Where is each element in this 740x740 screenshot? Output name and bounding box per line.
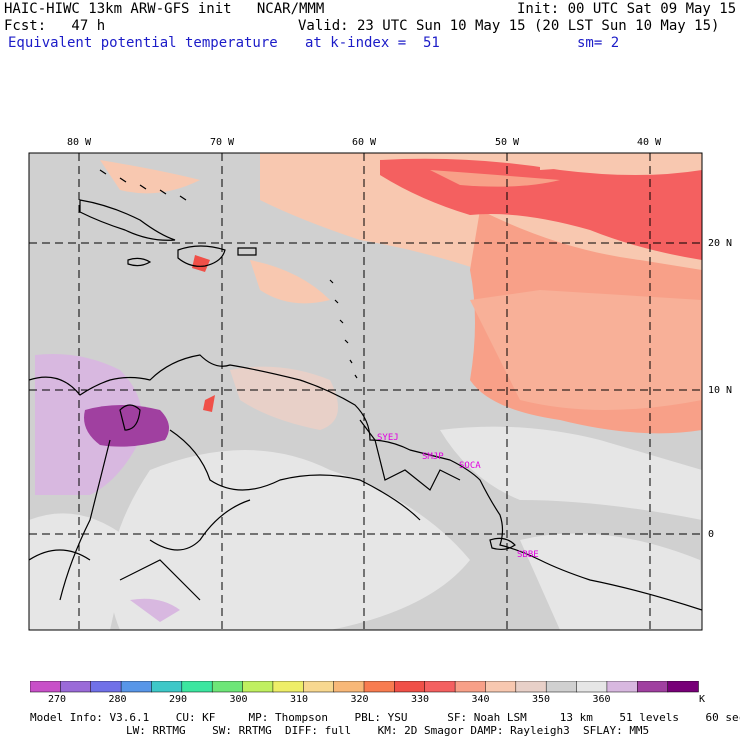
colorbar-label: 320 (350, 694, 369, 705)
colorbar-swatch (303, 681, 335, 693)
colorbar-swatch (90, 681, 122, 693)
colorbar-swatch (606, 681, 639, 693)
model-info-line2: LW: RRTMG SW: RRTMG DIFF: full KM: 2D Sm… (126, 724, 650, 737)
colorbar-swatch (272, 681, 305, 693)
lon-label-40w: 40 W (637, 137, 662, 148)
colorbar-label: 270 (48, 694, 67, 705)
colorbar-swatch (242, 681, 274, 693)
forecast-hour: Fcst: 47 h (4, 18, 106, 34)
smoothing: sm= 2 (577, 35, 620, 51)
colorbar-label: 310 (290, 694, 309, 705)
colorbar-unit: K (699, 694, 706, 705)
lat-label-20n: 20 N (708, 238, 733, 249)
model-title: HAIC-HIWC 13km ARW-GFS init NCAR/MMM (4, 1, 325, 17)
valid-time: Valid: 23 UTC Sun 10 May 15 (20 LST Sun … (298, 18, 720, 34)
map-frame (28, 152, 703, 631)
colorbar-swatch (515, 681, 547, 693)
colorbar-swatch (30, 681, 62, 693)
colorbar-swatch (576, 681, 608, 693)
colorbar-label: 350 (532, 694, 551, 705)
station-syej: SYEJ (377, 433, 399, 443)
colorbar-swatch (637, 681, 669, 693)
lat-lon-grid (29, 153, 702, 630)
lat-label-10n: 10 N (708, 385, 733, 396)
init-time: Init: 00 UTC Sat 09 May 15 (517, 1, 737, 17)
colorbar-label: 290 (169, 694, 188, 705)
colorbar-label: 300 (229, 694, 248, 705)
colorbar-swatch (120, 681, 153, 693)
lon-label-70w: 70 W (210, 137, 235, 148)
lon-label-80w: 80 W (67, 137, 92, 148)
colorbar-label: 340 (471, 694, 490, 705)
colorbar-swatch (485, 681, 517, 693)
colorbar-swatch (454, 681, 487, 693)
colorbar-swatch (394, 681, 426, 693)
purple-region (84, 405, 169, 447)
lon-label-50w: 50 W (495, 137, 520, 148)
lon-label-60w: 60 W (352, 137, 377, 148)
field-name: Equivalent potential temperature (8, 35, 278, 51)
colorbar-swatch (333, 681, 365, 693)
colorbar (30, 681, 699, 693)
station-soca: SOCA (459, 461, 481, 471)
colorbar-label: 360 (592, 694, 611, 705)
colorbar-swatch (363, 681, 396, 693)
model-info-line1: Model Info: V3.6.1 CU: KF MP: Thompson P… (30, 711, 740, 724)
station-sbbe: SBBE (517, 550, 539, 560)
colorbar-swatch (211, 681, 244, 693)
colorbar-swatch (151, 681, 183, 693)
colorbar-label: 280 (108, 694, 127, 705)
station-smjp: SMJP (422, 452, 444, 462)
coastlines (29, 169, 702, 611)
colorbar-swatch (181, 681, 213, 693)
colorbar-swatch (667, 681, 699, 693)
colorbar-swatch (424, 681, 456, 693)
level-index: at k-index = 51 (305, 35, 440, 51)
lat-label-0: 0 (708, 529, 715, 540)
colorbar-label: 330 (411, 694, 430, 705)
colorbar-swatch (545, 681, 578, 693)
colorbar-swatch (60, 681, 92, 693)
